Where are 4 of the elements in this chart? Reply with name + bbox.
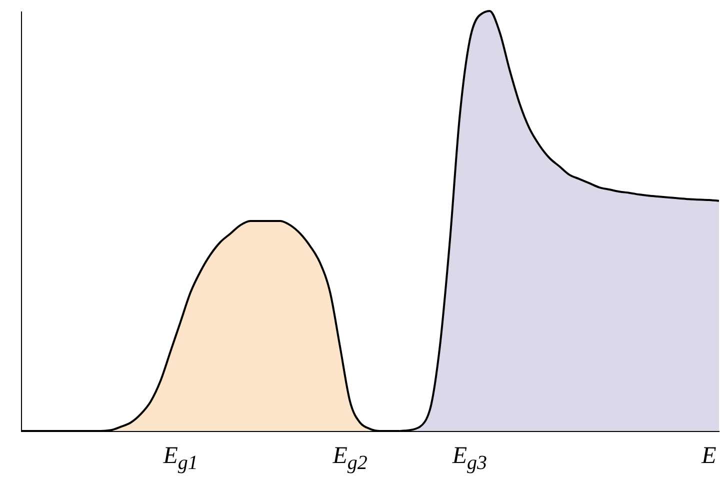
x-tick-label: E$_{g3}$	[452, 443, 488, 475]
x-tick-label: E	[702, 443, 716, 470]
x-tick-label: E$_{g2}$	[332, 443, 368, 475]
x-tick-label: E$_{g1}$	[163, 443, 198, 475]
